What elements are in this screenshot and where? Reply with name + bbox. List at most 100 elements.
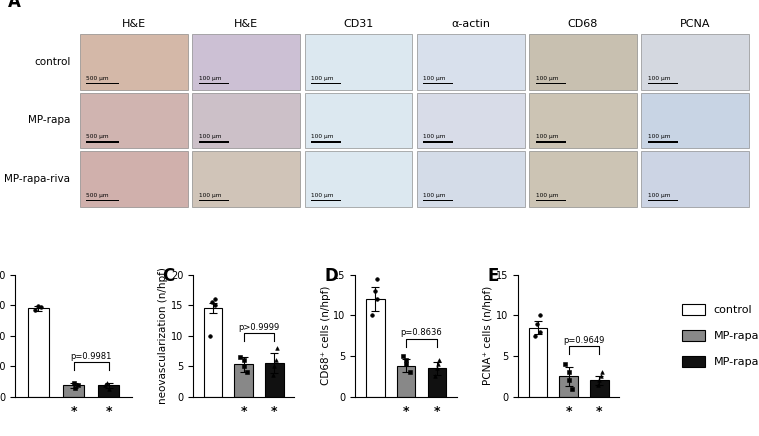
- Text: *: *: [596, 405, 603, 418]
- Bar: [641, 93, 749, 148]
- Bar: [641, 151, 749, 207]
- Point: [566, 385, 578, 392]
- Bar: [536, 141, 565, 143]
- Bar: [199, 83, 229, 84]
- Legend: control, MP-rapa, MP-rapa-riva: control, MP-rapa, MP-rapa-riva: [682, 304, 759, 368]
- Text: *: *: [271, 405, 278, 418]
- Point: [203, 332, 216, 339]
- Bar: [366, 299, 385, 397]
- Point: [433, 357, 446, 364]
- Text: 100 μm: 100 μm: [199, 134, 221, 139]
- Bar: [536, 200, 565, 201]
- Bar: [199, 141, 229, 143]
- Bar: [304, 34, 412, 89]
- Text: 100 μm: 100 μm: [536, 134, 558, 139]
- Bar: [304, 93, 412, 148]
- Text: 100 μm: 100 μm: [424, 134, 446, 139]
- Bar: [192, 151, 300, 207]
- Bar: [192, 93, 300, 148]
- Bar: [397, 366, 415, 397]
- Bar: [648, 83, 678, 84]
- Text: *: *: [433, 405, 440, 418]
- Bar: [80, 34, 187, 89]
- Text: D: D: [325, 267, 339, 286]
- Point: [369, 288, 381, 295]
- Point: [71, 382, 83, 388]
- Point: [404, 369, 416, 376]
- Text: 100 μm: 100 μm: [311, 76, 333, 81]
- Bar: [265, 363, 284, 397]
- Bar: [80, 93, 187, 148]
- Text: *: *: [106, 405, 112, 418]
- Bar: [641, 34, 749, 89]
- Point: [563, 377, 575, 384]
- Point: [371, 276, 383, 283]
- Text: PCNA: PCNA: [680, 19, 710, 29]
- Bar: [529, 93, 637, 148]
- Point: [102, 385, 115, 392]
- Bar: [529, 34, 637, 89]
- Bar: [98, 385, 119, 397]
- Bar: [203, 308, 222, 397]
- Point: [432, 361, 444, 368]
- Point: [366, 312, 378, 319]
- Bar: [87, 141, 119, 143]
- Bar: [80, 151, 187, 207]
- Text: 100 μm: 100 μm: [311, 134, 333, 139]
- Text: 100 μm: 100 μm: [536, 193, 558, 198]
- Bar: [427, 368, 446, 397]
- Text: CD68: CD68: [568, 19, 598, 29]
- Text: E: E: [487, 267, 499, 286]
- Text: 100 μm: 100 μm: [424, 193, 446, 198]
- Point: [69, 385, 81, 392]
- Bar: [87, 200, 119, 201]
- Text: C: C: [162, 267, 175, 286]
- Point: [591, 381, 603, 388]
- Text: 500 μm: 500 μm: [87, 134, 109, 139]
- Point: [101, 379, 113, 386]
- Point: [529, 332, 541, 339]
- Text: p>0.9999: p>0.9999: [238, 323, 279, 331]
- Point: [400, 361, 412, 368]
- Bar: [311, 141, 342, 143]
- Text: 100 μm: 100 μm: [199, 193, 221, 198]
- Point: [400, 357, 412, 364]
- Bar: [235, 364, 253, 397]
- Bar: [63, 385, 84, 397]
- Text: H&E: H&E: [234, 19, 258, 29]
- Bar: [27, 308, 49, 397]
- Text: H&E: H&E: [122, 19, 146, 29]
- Text: p=0.8636: p=0.8636: [401, 328, 442, 337]
- Text: *: *: [241, 405, 247, 418]
- Point: [594, 377, 606, 384]
- Point: [534, 312, 546, 319]
- Point: [238, 357, 250, 364]
- Bar: [648, 141, 678, 143]
- Text: 100 μm: 100 μm: [199, 76, 221, 81]
- Text: 100 μm: 100 μm: [648, 76, 670, 81]
- Bar: [424, 83, 453, 84]
- Bar: [304, 151, 412, 207]
- Point: [209, 296, 221, 303]
- Text: control: control: [34, 57, 71, 67]
- Text: A: A: [8, 0, 20, 11]
- Text: 100 μm: 100 μm: [648, 193, 670, 198]
- Point: [269, 363, 281, 370]
- Point: [397, 353, 409, 360]
- Text: *: *: [71, 405, 77, 418]
- Point: [266, 372, 279, 379]
- Point: [235, 354, 247, 361]
- Text: α-actin: α-actin: [451, 19, 490, 29]
- Bar: [536, 83, 565, 84]
- Point: [534, 328, 546, 335]
- Point: [209, 302, 221, 309]
- Bar: [311, 83, 342, 84]
- Bar: [87, 83, 119, 84]
- Point: [431, 365, 443, 372]
- Text: 100 μm: 100 μm: [424, 76, 446, 81]
- Bar: [199, 200, 229, 201]
- Text: 100 μm: 100 μm: [536, 76, 558, 81]
- Point: [238, 363, 250, 370]
- Y-axis label: PCNA⁺ cells (n/hpf): PCNA⁺ cells (n/hpf): [483, 286, 493, 385]
- Bar: [559, 376, 578, 397]
